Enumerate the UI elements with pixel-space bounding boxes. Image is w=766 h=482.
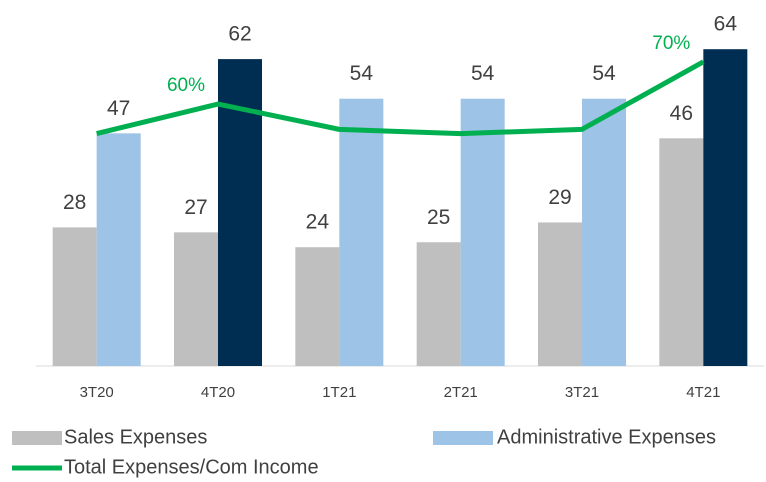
- data-label: 25: [427, 206, 450, 229]
- bar: [339, 98, 384, 366]
- line-label: 70%: [652, 33, 690, 54]
- bar: [52, 227, 97, 366]
- legend-label: Administrative Expenses: [497, 426, 716, 448]
- data-label: 64: [714, 13, 738, 36]
- x-tick-label: 1T21: [322, 384, 356, 401]
- data-label: 54: [350, 62, 374, 85]
- line: [96, 59, 705, 137]
- bar: [582, 98, 626, 366]
- data-label: 29: [548, 186, 571, 209]
- x-tick-label: 3T20: [80, 384, 114, 401]
- data-label: 62: [228, 23, 251, 46]
- bar: [703, 49, 748, 366]
- data-label: 47: [107, 97, 130, 120]
- data-label: 54: [592, 62, 616, 85]
- bar: [538, 222, 582, 366]
- x-tick-label: 4T20: [201, 384, 235, 401]
- x-tick-label: 3T21: [565, 384, 599, 401]
- legend-label: Total Expenses/Com Income: [64, 456, 319, 478]
- data-label: 24: [306, 211, 330, 234]
- legend-swatch: [12, 431, 62, 445]
- bar: [295, 247, 340, 366]
- bar: [416, 242, 461, 366]
- bar: [460, 98, 505, 366]
- data-label: 46: [670, 102, 693, 125]
- bar: [96, 133, 141, 366]
- data-label: 27: [184, 196, 207, 219]
- legend-swatch: [433, 431, 493, 445]
- legend-label: Sales Expenses: [64, 426, 207, 448]
- x-tick-label: 2T21: [444, 384, 478, 401]
- x-tick-label: 4T21: [686, 384, 720, 401]
- bar: [174, 232, 218, 366]
- data-label: 54: [471, 62, 495, 85]
- bar: [659, 138, 704, 366]
- line-label: 60%: [167, 75, 205, 96]
- data-label: 28: [63, 191, 86, 214]
